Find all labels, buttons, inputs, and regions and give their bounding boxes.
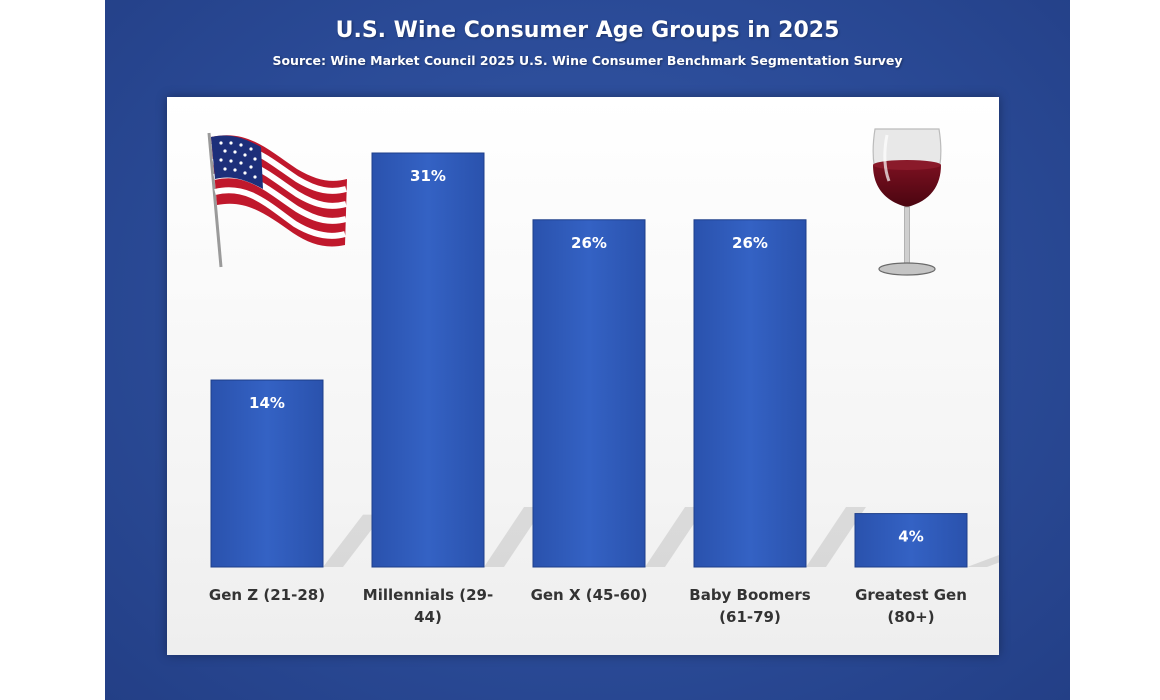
chart-frame: U.S. Wine Consumer Age Groups in 2025 So… (105, 0, 1070, 700)
chart-subtitle: Source: Wine Market Council 2025 U.S. Wi… (272, 53, 903, 68)
bar-value-label: 31% (410, 167, 446, 185)
bar-value-label: 4% (898, 528, 923, 546)
category-label: Millennials (29- (363, 586, 493, 604)
bar-value-label: 14% (249, 394, 285, 412)
bar-chart: 14% 31% 26% 26% 4% Gen Z (21-28) Millennials … (207, 128, 999, 626)
category-label: Gen Z (21-28) (209, 586, 325, 604)
bar (854, 513, 968, 568)
category-label: Greatest Gen (855, 586, 967, 604)
chart-panel: 14% 31% 26% 26% 4% Gen Z (21-28) Millennials … (167, 97, 999, 655)
category-labels-group: Gen Z (21-28) Millennials (29- 44) Gen X (4… (209, 586, 967, 626)
bar-shadow (484, 507, 544, 567)
category-label: (61-79) (719, 608, 781, 626)
us-flag-icon (207, 132, 347, 268)
category-label: Baby Boomers (689, 586, 811, 604)
bar (693, 219, 807, 568)
bars-group: 14% 31% 26% 26% 4% (210, 152, 999, 568)
bar (532, 219, 646, 568)
bar-value-label: 26% (732, 234, 768, 252)
bar-shadow (967, 555, 999, 567)
bar (210, 379, 324, 568)
bar-shadow (645, 507, 705, 567)
category-label: (80+) (887, 608, 934, 626)
bar (371, 152, 485, 568)
category-label: Gen X (45-60) (531, 586, 648, 604)
bar-shadow (323, 514, 383, 567)
bar-shadow (806, 507, 866, 567)
chart-title: U.S. Wine Consumer Age Groups in 2025 (335, 18, 840, 43)
bar-value-label: 26% (571, 234, 607, 252)
wine-glass-icon (872, 128, 942, 276)
category-label: 44) (414, 608, 442, 626)
